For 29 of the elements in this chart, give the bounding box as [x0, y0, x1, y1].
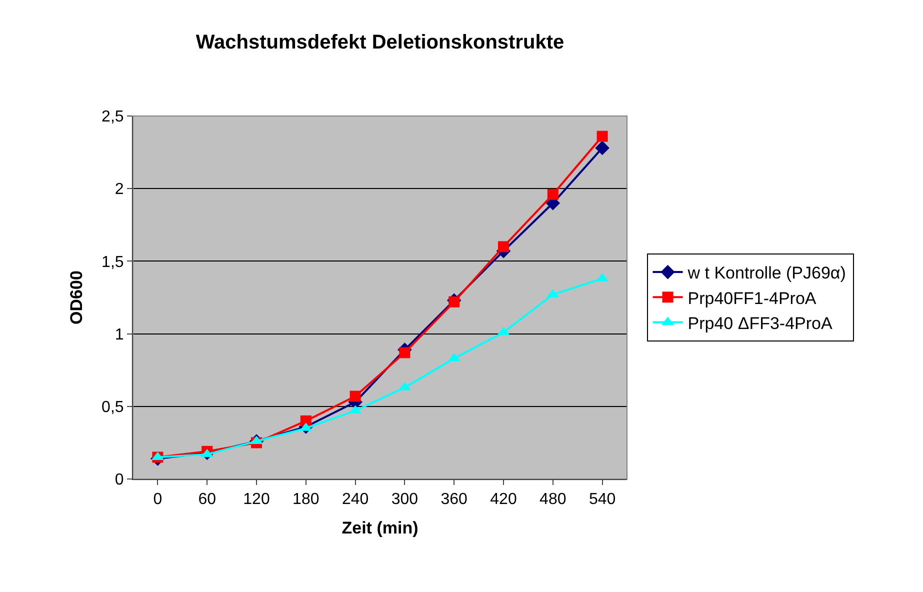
- point: [498, 241, 509, 252]
- x-tick-label: 60: [198, 491, 216, 508]
- chart-title: Wachstumsdefekt Deletionskonstrukte: [196, 31, 564, 54]
- x-tick-label: 300: [391, 491, 418, 508]
- y-tick-label: 2: [114, 181, 124, 198]
- legend-label: w t Kontrolle (PJ69α): [686, 264, 846, 283]
- x-tick-label: 180: [292, 491, 320, 508]
- x-tick-label: 480: [540, 491, 566, 508]
- y-tick-label: 0: [114, 472, 124, 489]
- legend-label: Prp40 ΔFF3-4ProA: [688, 314, 833, 333]
- x-tick-label: 240: [342, 491, 369, 508]
- y-tick-label: 1,5: [102, 254, 124, 271]
- point: [596, 130, 608, 142]
- point: [547, 188, 558, 200]
- x-tick-label: 120: [243, 491, 270, 508]
- point: [399, 347, 410, 358]
- y-tick-label: 2,5: [102, 108, 124, 126]
- x-tick-label: 540: [588, 491, 616, 508]
- point: [448, 296, 460, 308]
- y-tick-label: 1: [114, 326, 124, 344]
- y-tick-label: 0,5: [102, 399, 124, 416]
- x-tick-label: 420: [490, 491, 517, 508]
- legend-label: Prp40FF1-4ProA: [688, 288, 817, 308]
- x-axis-title: Zeit (min): [342, 518, 418, 538]
- x-tick-label: 360: [440, 491, 468, 508]
- point: [350, 390, 361, 402]
- y-axis-title: OD600: [67, 270, 86, 324]
- x-tick-label: 0: [153, 491, 162, 508]
- point: [595, 140, 610, 156]
